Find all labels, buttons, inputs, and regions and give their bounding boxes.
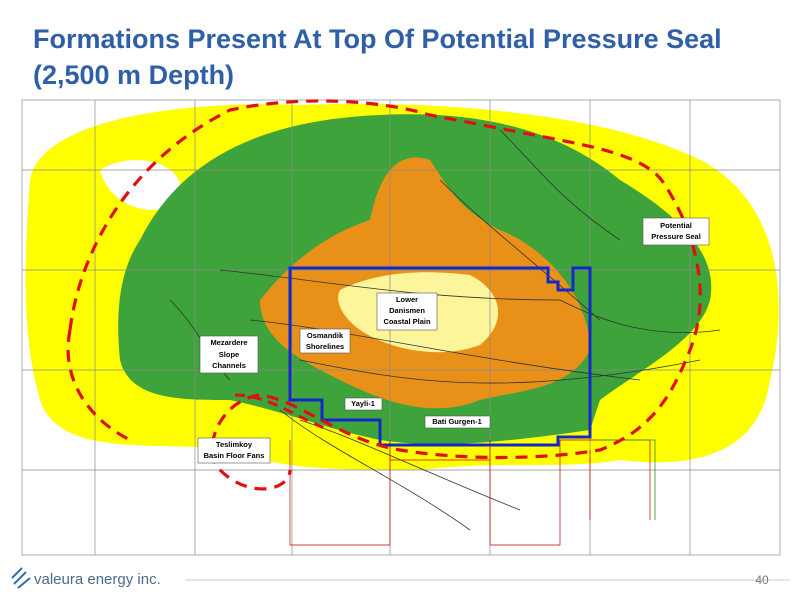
label-box (197, 437, 271, 464)
page-number: 40 (755, 573, 769, 587)
map-label: Pressure Seal (651, 232, 701, 241)
label-box (344, 397, 383, 411)
map-gap (100, 160, 182, 210)
map-label: Teslimkoy (216, 440, 253, 449)
map-label: Potential (660, 221, 692, 230)
title-line: (2,500 m Depth) (33, 60, 234, 90)
map-label: Shorelines (306, 342, 344, 351)
map: Potential Pressure Seal Lower Danismen C… (21, 99, 781, 556)
map-label: Lower (396, 295, 418, 304)
map-label: Bati Gurgen-1 (432, 417, 482, 426)
label-box (199, 335, 259, 374)
map-label: Channels (212, 361, 246, 370)
map-label: Basin Floor Fans (204, 451, 265, 460)
map-label: Coastal Plain (383, 317, 431, 326)
map-label: Danismen (389, 306, 425, 315)
label-box (424, 415, 491, 429)
logo-text: valeura energy inc. (34, 571, 161, 588)
label-box (299, 328, 351, 354)
license-block (288, 266, 592, 447)
label-box (376, 292, 438, 331)
pressure-seal-outline (234, 393, 331, 432)
map-label: Mezardere (210, 338, 247, 347)
pressure-seal-outline (66, 99, 702, 491)
logo-mark (11, 567, 31, 589)
title-line: Formations Present At Top Of Potential P… (33, 24, 722, 54)
label-box (642, 217, 710, 246)
map-label: Yayli-1 (351, 399, 375, 408)
footer: valeura energy inc. 40 (11, 567, 790, 589)
map-label: Slope (219, 350, 239, 359)
map-label: Osmandik (307, 331, 344, 340)
